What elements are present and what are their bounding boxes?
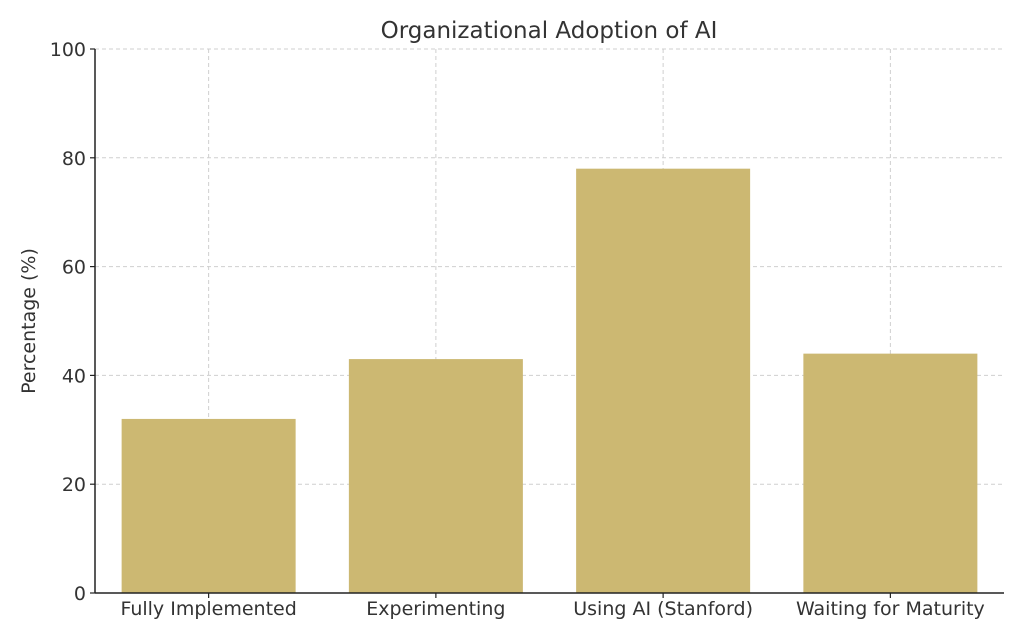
y-tick-label: 100 [50, 39, 86, 61]
x-tick-label: Fully Implemented [120, 598, 296, 620]
chart-title: Organizational Adoption of AI [381, 18, 718, 44]
x-tick-label: Experimenting [366, 598, 505, 620]
y-axis-label: Percentage (%) [18, 248, 40, 394]
y-tick-label: 0 [74, 583, 86, 605]
x-tick-label: Using AI (Stanford) [573, 598, 753, 620]
bar-using-ai-stanford [576, 168, 751, 593]
y-tick-label: 20 [62, 474, 86, 496]
bars-layer [121, 168, 978, 593]
bar-waiting-for-maturity [803, 353, 978, 593]
x-tick-label: Waiting for Maturity [796, 598, 985, 620]
y-tick-label: 40 [62, 365, 86, 387]
y-tick-label: 80 [62, 148, 86, 170]
bar-experimenting [348, 359, 523, 593]
axes-layer [94, 49, 1004, 594]
ticks-layer: 0 20 40 60 80 100 Fully Implemented Experimenti… [50, 39, 985, 620]
bar-fully-implemented [121, 418, 296, 593]
y-tick-label: 60 [62, 257, 86, 279]
